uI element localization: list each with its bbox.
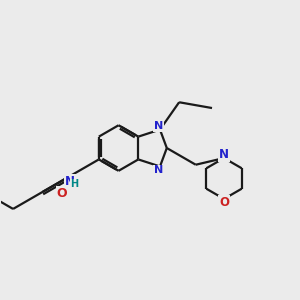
Text: N: N [154, 165, 163, 176]
Text: N: N [65, 175, 75, 188]
Text: H: H [70, 179, 78, 189]
Text: O: O [57, 187, 67, 200]
Text: N: N [154, 121, 163, 131]
Text: O: O [219, 196, 229, 208]
Text: N: N [219, 148, 229, 161]
